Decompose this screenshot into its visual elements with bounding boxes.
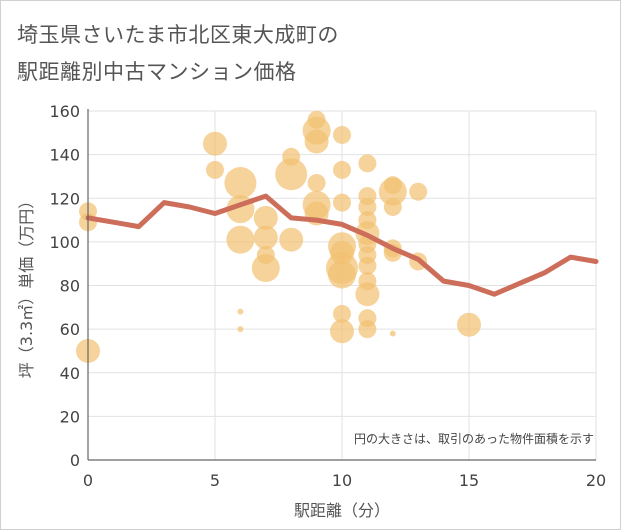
data-bubble <box>333 193 351 212</box>
chart-title-line2: 駅距離別中古マンション価格 <box>17 60 297 84</box>
data-bubble <box>333 125 351 144</box>
x-tick-label: 10 <box>332 471 352 490</box>
data-bubble <box>355 282 380 307</box>
data-bubble <box>206 160 224 179</box>
data-bubble <box>203 131 227 156</box>
data-bubble <box>358 154 377 173</box>
data-bubble <box>237 308 244 315</box>
data-bubble <box>253 225 278 250</box>
x-tick-label: 0 <box>83 471 93 490</box>
x-tick-label: 20 <box>586 471 606 490</box>
data-bubble <box>330 319 354 344</box>
y-tick-label: 160 <box>49 102 80 121</box>
chart-title-line1: 埼玉県さいたま市北区東大成町の <box>17 23 339 47</box>
data-bubble <box>383 197 402 216</box>
data-bubble <box>237 326 244 333</box>
bubble-size-note: 円の大きさは、取引のあった物件面積を示す <box>354 431 594 446</box>
data-bubble <box>358 197 377 216</box>
y-tick-label: 120 <box>49 189 80 208</box>
y-tick-label: 60 <box>60 320 80 339</box>
data-bubble <box>251 254 280 283</box>
data-bubble <box>333 160 351 179</box>
y-tick-label: 20 <box>60 407 80 426</box>
data-bubble <box>358 256 377 275</box>
data-bubble <box>224 166 257 199</box>
data-bubble <box>304 129 329 154</box>
x-tick-label: 15 <box>459 471 479 490</box>
x-axis-label: 駅距離（分） <box>294 501 390 520</box>
data-bubble <box>378 177 407 206</box>
data-bubble <box>307 173 326 192</box>
data-bubble <box>253 205 278 230</box>
x-tick-label: 5 <box>210 471 220 490</box>
data-bubble <box>279 227 304 252</box>
data-bubble <box>333 304 351 323</box>
y-tick-label: 80 <box>60 277 80 296</box>
y-tick-label: 0 <box>70 451 80 470</box>
data-bubble <box>226 225 255 254</box>
y-tick-label: 100 <box>49 233 80 252</box>
data-bubble <box>358 320 377 339</box>
data-bubble <box>389 330 396 337</box>
average-price-line <box>85 193 599 297</box>
axes <box>87 109 596 461</box>
bubble-series <box>76 110 481 363</box>
y-axis-label: 坪（3.3㎡）単価（万円） <box>17 193 36 378</box>
data-bubble <box>457 312 481 337</box>
tick-labels: 0 20 40 60 80 100 120 140 160 0 5 10 15 20 <box>49 102 606 490</box>
y-tick-label: 140 <box>49 146 80 165</box>
data-bubble <box>275 158 308 191</box>
data-bubble <box>328 260 356 289</box>
data-bubble <box>409 182 428 201</box>
y-tick-label: 40 <box>60 364 80 383</box>
